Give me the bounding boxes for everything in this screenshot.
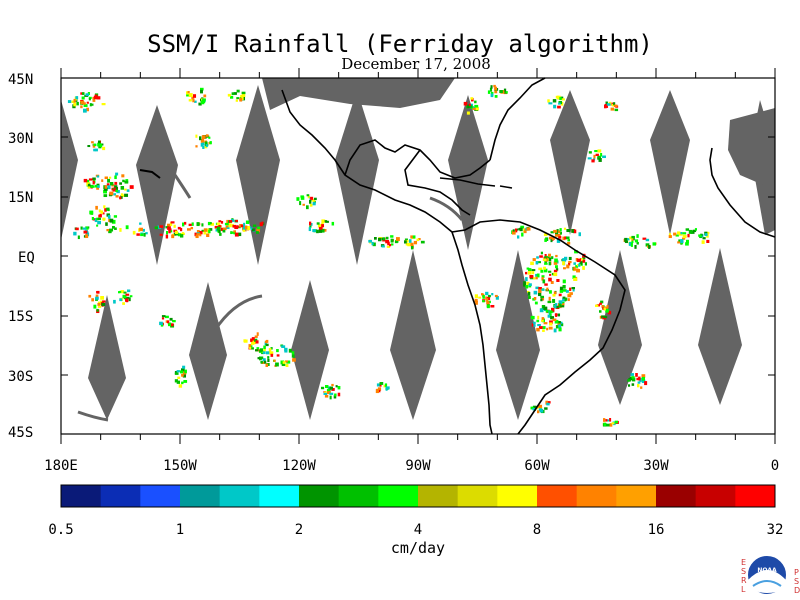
- lat-label-45n: 45N: [8, 72, 33, 88]
- coastlines: [139, 77, 776, 435]
- colorbar-tick-labels: 0.5 1 2 4 8 16 32: [48, 522, 783, 538]
- lat-label-eq: EQ: [18, 250, 35, 266]
- no-data-swaths: [61, 78, 775, 422]
- colorbar-unit: cm/day: [391, 539, 445, 557]
- colorbar-label-0-5: 0.5: [48, 522, 73, 538]
- rainfall-map: [60, 77, 776, 435]
- lon-label-180e: 180E: [44, 458, 78, 474]
- colorbar-swatch: [735, 485, 776, 507]
- lat-ticks: [61, 136, 775, 376]
- colorbar-swatch: [259, 485, 300, 507]
- colorbar: [60, 484, 776, 508]
- lat-label-30n: 30N: [8, 131, 33, 147]
- colorbar-swatch: [338, 485, 379, 507]
- colorbar-swatch: [180, 485, 221, 507]
- lon-label-120w: 120W: [282, 458, 316, 474]
- colorbar-swatch: [616, 485, 657, 507]
- lon-label-60w: 60W: [524, 458, 550, 474]
- lon-label-0: 0: [771, 458, 779, 474]
- colorbar-label-32: 32: [767, 522, 784, 538]
- lon-label-30w: 30W: [643, 458, 669, 474]
- lat-label-15n: 15N: [8, 190, 33, 206]
- colorbar-label-2: 2: [295, 522, 303, 538]
- lat-label-30s: 30S: [8, 369, 33, 385]
- logo-right-letters: P S D: [794, 568, 800, 595]
- colorbar-swatch: [497, 485, 538, 507]
- rainfall-patches: [67, 84, 710, 427]
- noaa-logo: NOAA E S R L P S D: [741, 554, 800, 596]
- colorbar-swatch: [457, 485, 498, 507]
- noaa-logo-text: NOAA: [757, 567, 777, 574]
- lon-ticks: [60, 68, 776, 444]
- colorbar-swatch: [537, 485, 578, 507]
- map-title: SSM/I Rainfall (Ferriday algorithm): [147, 30, 653, 58]
- lat-label-45s: 45S: [8, 425, 33, 441]
- colorbar-label-16: 16: [648, 522, 665, 538]
- lon-label-150w: 150W: [163, 458, 197, 474]
- colorbar-swatch: [656, 485, 697, 507]
- colorbar-swatch: [576, 485, 617, 507]
- colorbar-frame: [60, 484, 776, 508]
- colorbar-swatch: [695, 485, 736, 507]
- colorbar-swatch: [299, 485, 340, 507]
- lon-label-90w: 90W: [405, 458, 431, 474]
- colorbar-swatch: [418, 485, 459, 507]
- map-date: December 17, 2008: [341, 55, 491, 73]
- colorbar-swatch: [219, 485, 260, 507]
- logo-left-letters: E S R L: [741, 558, 749, 594]
- colorbar-swatch: [140, 485, 181, 507]
- colorbar-label-8: 8: [533, 522, 541, 538]
- colorbar-label-1: 1: [176, 522, 184, 538]
- colorbar-swatch: [100, 485, 141, 507]
- lat-label-15s: 15S: [8, 309, 33, 325]
- longitude-labels: 180E 150W 120W 90W 60W 30W 0: [44, 458, 779, 474]
- colorbar-label-4: 4: [414, 522, 422, 538]
- latitude-labels: 45N 30N 15N EQ 15S 30S 45S: [8, 72, 35, 441]
- colorbar-swatch: [378, 485, 419, 507]
- colorbar-swatch: [61, 485, 102, 507]
